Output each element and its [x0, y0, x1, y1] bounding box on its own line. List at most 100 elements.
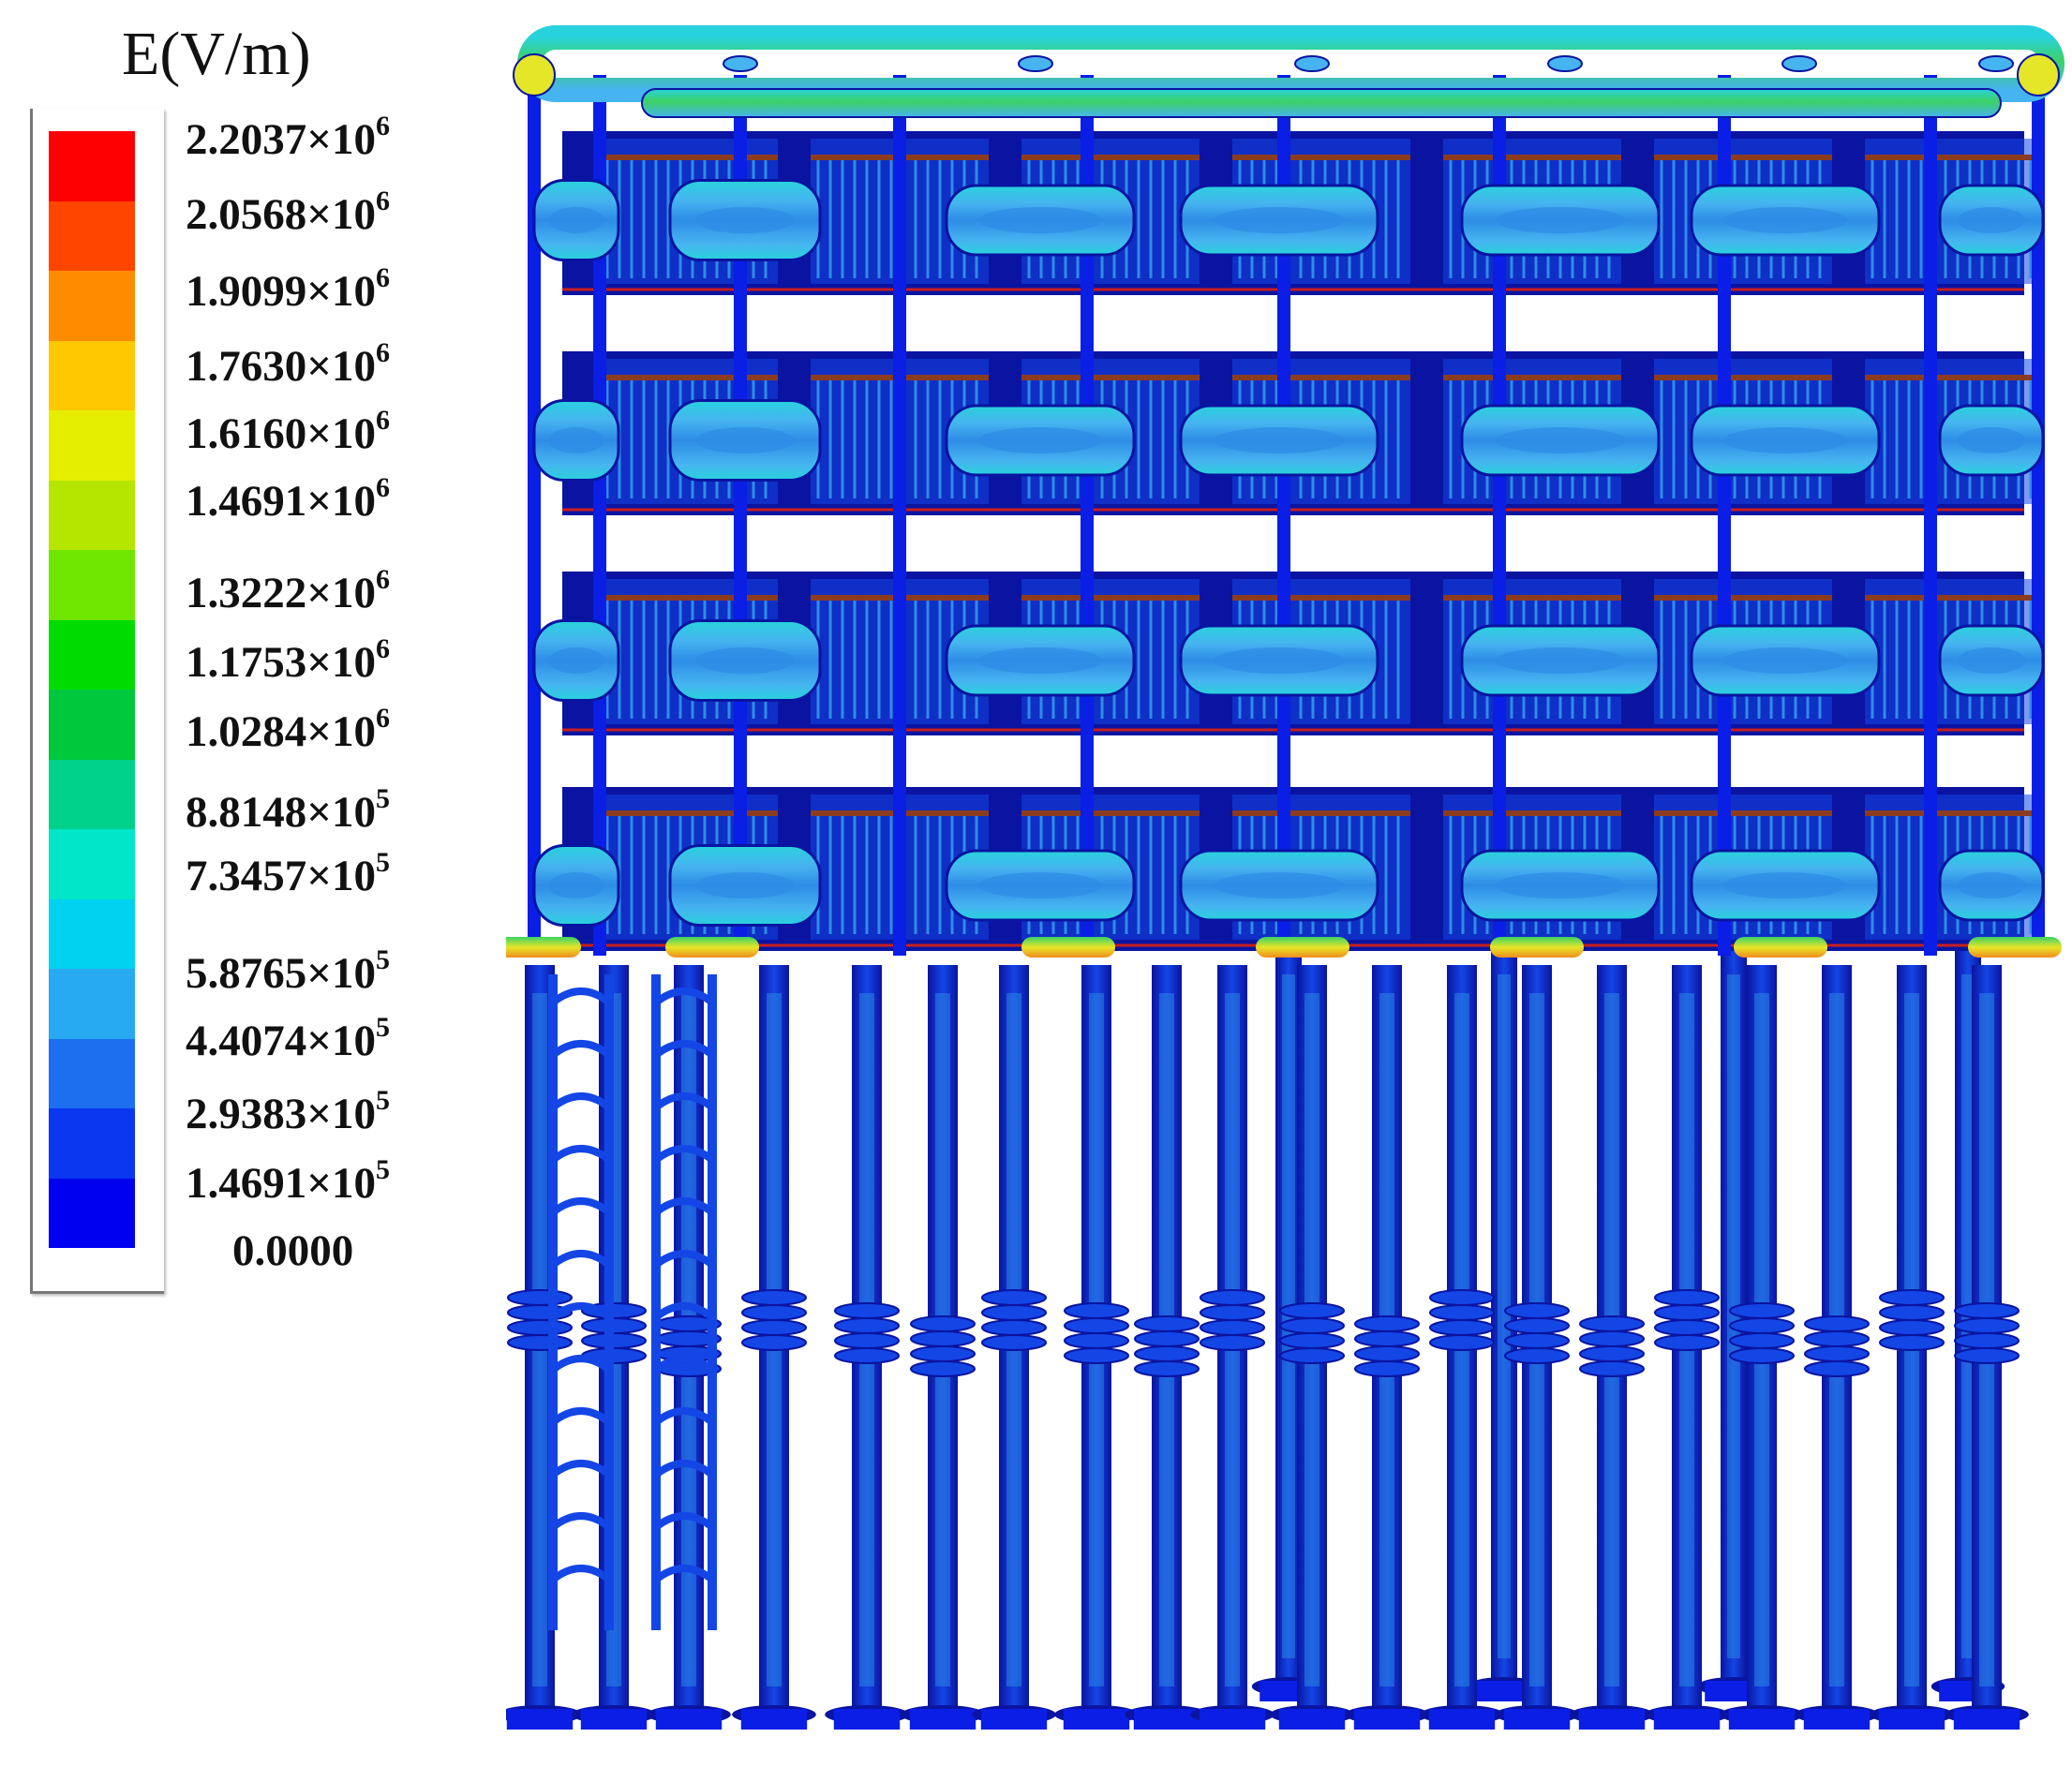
- ladder-rung: [550, 1512, 612, 1531]
- legend-tick-label: 4.4074×105: [186, 1014, 390, 1063]
- insulator-shed: [834, 1347, 900, 1364]
- legend-tick-label: 5.8765×105: [186, 946, 390, 996]
- insulator-shed: [910, 1315, 976, 1332]
- column-base: [580, 1709, 648, 1730]
- shield-low-field-zone: [1957, 872, 2026, 898]
- shield-low-field-zone: [1957, 427, 2026, 453]
- color-swatch: [49, 340, 135, 410]
- frame-post: [593, 75, 606, 956]
- tick-exponent: 6: [376, 111, 391, 141]
- tick-mantissa: 8.8148×10: [186, 788, 377, 837]
- ladder-rung: [550, 1460, 612, 1478]
- insulator-shed: [1804, 1345, 1870, 1362]
- tick-mantissa: 2.9383×10: [186, 1090, 377, 1138]
- shield-low-field-zone: [1214, 872, 1345, 898]
- insulator-shed: [1579, 1315, 1645, 1332]
- insulator-shed: [1279, 1347, 1345, 1364]
- insulator-shed: [1879, 1319, 1945, 1336]
- column-base: [1199, 1709, 1266, 1730]
- tick-exponent: 5: [376, 1012, 391, 1043]
- insulator-shed: [1954, 1347, 2020, 1364]
- frame-post: [1924, 75, 1937, 956]
- legend-tick-label: 8.8148×105: [186, 785, 390, 835]
- color-swatch: [49, 829, 135, 899]
- insulator-shed: [1354, 1330, 1420, 1347]
- ladder-rung: [653, 1302, 715, 1321]
- shield-low-field-zone: [1957, 207, 2026, 233]
- ladder-rung: [653, 988, 715, 1006]
- insulator-shed: [1729, 1317, 1795, 1334]
- column-base: [655, 1709, 723, 1730]
- color-swatch: [49, 131, 135, 201]
- shield-low-field-zone: [1495, 207, 1626, 233]
- insulator-shed: [1429, 1319, 1495, 1336]
- insulator-shed: [981, 1304, 1047, 1321]
- color-swatch: [49, 1178, 135, 1248]
- color-swatch: [49, 480, 135, 550]
- insulator-shed: [1134, 1315, 1200, 1332]
- legend-tick-label: 1.4691×105: [186, 1156, 390, 1206]
- insulator-shed: [1579, 1360, 1645, 1377]
- insulator-shed: [1134, 1330, 1200, 1347]
- insulator-shed: [1200, 1289, 1265, 1306]
- tick-mantissa: 1.6160×10: [186, 409, 377, 458]
- tick-mantissa: 1.3222×10: [186, 569, 377, 617]
- ladder-rung: [653, 1145, 715, 1164]
- ladder-rung: [653, 1197, 715, 1216]
- corona-ring-cap: [506, 937, 581, 958]
- insulator-shed: [1954, 1332, 2020, 1349]
- insulator-shed: [1279, 1317, 1345, 1334]
- shield-low-field-zone: [978, 872, 1102, 898]
- ladder-rung: [550, 1565, 612, 1583]
- insulator-shed: [1354, 1360, 1420, 1377]
- column-base: [1133, 1709, 1200, 1730]
- tick-mantissa: 2.2037×10: [186, 115, 377, 164]
- frame-post: [734, 75, 747, 956]
- color-swatch: [49, 550, 135, 620]
- insulator-shed: [507, 1334, 573, 1351]
- color-swatch: [49, 410, 135, 481]
- tick-mantissa: 2.0568×10: [186, 190, 377, 239]
- column-base: [1803, 1709, 1871, 1730]
- insulator-shed: [834, 1317, 900, 1334]
- ladder-rung: [550, 1407, 612, 1426]
- legend-tick-label: 2.9383×105: [186, 1087, 390, 1136]
- insulator-shed: [1429, 1334, 1495, 1351]
- top-ring-front-tube: [641, 88, 2002, 118]
- corona-ring-cap: [665, 937, 759, 958]
- insulator-shed: [1134, 1360, 1200, 1377]
- shield-low-field-zone: [1214, 427, 1345, 453]
- shield-low-field-zone: [1214, 207, 1345, 233]
- shield-low-field-zone: [695, 872, 795, 898]
- ladder-rung: [653, 1460, 715, 1478]
- tick-exponent: 5: [376, 1085, 391, 1116]
- ring-corner-hotspot: [513, 53, 556, 97]
- legend-tick-label: 0.0000: [232, 1229, 353, 1273]
- insulator-shed: [1504, 1347, 1570, 1364]
- insulator-shed: [741, 1304, 807, 1321]
- legend-tick-label: 7.3457×105: [186, 849, 390, 898]
- tick-mantissa: 1.4691×10: [186, 1159, 377, 1208]
- insulator-shed: [741, 1319, 807, 1336]
- insulator-shed: [741, 1289, 807, 1306]
- shield-low-field-zone: [1723, 427, 1847, 453]
- legend-tick-label: 1.0284×106: [186, 705, 390, 754]
- ladder-rung: [653, 1040, 715, 1059]
- tick-mantissa: 1.7630×10: [186, 342, 377, 391]
- insulator-shed: [910, 1360, 976, 1377]
- corona-ring-cap: [1734, 937, 1827, 958]
- tick-mantissa: 7.3457×10: [186, 852, 377, 900]
- ladder-rung: [550, 1092, 612, 1111]
- column-base: [1953, 1709, 2020, 1730]
- insulator-shed: [1654, 1334, 1720, 1351]
- legend-tick-label: 1.4691×106: [186, 474, 390, 524]
- insulator-shed: [1579, 1345, 1645, 1362]
- corona-ring-cap: [1968, 937, 2062, 958]
- ladder-rung: [653, 1512, 715, 1531]
- shield-low-field-zone: [1495, 647, 1626, 674]
- insulator-shed: [1504, 1332, 1570, 1349]
- insulator-shed: [1579, 1330, 1645, 1347]
- legend-tick-label: 1.9099×106: [186, 264, 390, 314]
- column-base: [1428, 1709, 1496, 1730]
- color-swatch: [49, 898, 135, 969]
